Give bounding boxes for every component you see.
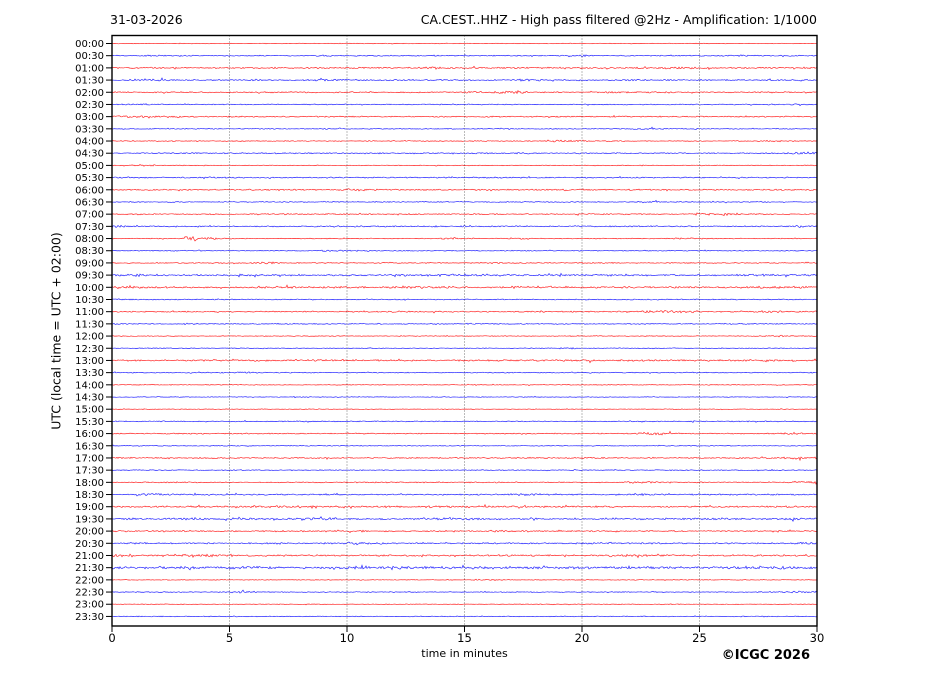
y-tick-label: 08:00 [75, 234, 104, 245]
x-tick-label: 5 [226, 631, 233, 645]
y-tick-label: 13:30 [75, 368, 104, 379]
seismogram-trace-0900 [111, 261, 818, 265]
seismogram-trace-0300 [111, 114, 818, 119]
y-tick-label: 17:30 [75, 466, 104, 477]
y-tick-label: 07:00 [75, 210, 104, 221]
seismogram-trace-0030 [111, 54, 818, 58]
x-axis-label: time in minutes [421, 647, 508, 660]
seismogram-trace-1530 [111, 419, 818, 423]
x-tick-label: 10 [340, 631, 355, 645]
y-tick-label: 10:00 [75, 283, 104, 294]
seismogram-trace-2230 [111, 589, 818, 594]
y-tick-label: 23:30 [75, 612, 104, 623]
y-tick-label: 18:30 [75, 490, 104, 501]
y-tick-label: 16:30 [75, 441, 104, 452]
y-tick-label: 18:00 [75, 478, 104, 489]
seismogram-trace-1600 [111, 430, 818, 436]
y-tick-label: 17:00 [75, 453, 104, 464]
y-tick-label: 19:00 [75, 502, 104, 513]
y-tick-label: 21:00 [75, 551, 104, 562]
y-tick-label: 07:30 [75, 222, 104, 233]
seismogram-trace-2130 [111, 564, 818, 571]
y-tick-label: 09:30 [75, 271, 104, 282]
seismogram-trace-0100 [111, 65, 818, 71]
x-tick-label: 0 [108, 631, 115, 645]
seismogram-trace-0800 [111, 235, 818, 242]
y-tick-label: 21:30 [75, 563, 104, 574]
y-tick-label: 00:30 [75, 51, 104, 62]
y-tick-label: 10:30 [75, 295, 104, 306]
y-tick-label: 16:00 [75, 429, 104, 440]
seismogram-trace-1500 [111, 408, 818, 411]
y-tick-label: 15:30 [75, 417, 104, 428]
y-tick-label: 09:00 [75, 258, 104, 269]
y-tick-label: 03:00 [75, 112, 104, 123]
x-tick-label: 20 [575, 631, 590, 645]
seismogram-trace-0700 [111, 212, 818, 217]
y-tick-label: 23:00 [75, 600, 104, 611]
seismogram-trace-2330 [111, 615, 818, 618]
grid-layer [229, 35, 700, 626]
seismogram-trace-1030 [111, 298, 818, 301]
copyright-label: ©ICGC 2026 [721, 648, 810, 663]
seismogram-trace-0730 [111, 224, 818, 229]
seismogram-trace-2200 [111, 578, 818, 581]
y-tick-label: 03:30 [75, 124, 104, 135]
seismogram-trace-1800 [111, 480, 818, 485]
y-tick-label: 06:00 [75, 185, 104, 196]
y-tick-label: 11:00 [75, 307, 104, 318]
seismogram-trace-1400 [111, 383, 818, 386]
seismogram-trace-0000 [111, 42, 818, 45]
y-tick-label: 15:00 [75, 405, 104, 416]
seismogram-trace-0830 [111, 249, 818, 252]
y-tick-label: 14:30 [75, 393, 104, 404]
seismogram-trace-2300 [111, 603, 818, 606]
y-tick-label: 20:00 [75, 527, 104, 538]
x-tick-label: 30 [810, 631, 825, 645]
y-tick-label: 13:00 [75, 356, 104, 367]
seismogram-trace-1330 [111, 371, 818, 374]
x-tick-label: 15 [457, 631, 472, 645]
seismogram-trace-0630 [111, 199, 818, 204]
y-tick-label: 05:00 [75, 161, 104, 172]
y-tick-label: 01:00 [75, 63, 104, 74]
date-label: 31-03-2026 [110, 12, 183, 27]
y-tick-label: 11:30 [75, 319, 104, 330]
seismogram-trace-0600 [111, 188, 818, 192]
seismogram-trace-1430 [111, 395, 818, 399]
y-tick-label: 01:30 [75, 76, 104, 87]
y-tick-label: 00:00 [75, 39, 104, 50]
y-tick-label: 12:30 [75, 344, 104, 355]
y-tick-label: 04:00 [75, 137, 104, 148]
y-tick-label: 22:30 [75, 588, 104, 599]
seismogram-trace-1630 [111, 444, 818, 447]
x-tick-labels: 0 5 10 15 20 25 30 [108, 631, 824, 645]
y-tick-label: 04:30 [75, 149, 104, 160]
y-tick-label: 19:30 [75, 514, 104, 525]
y-tick-label: 22:00 [75, 575, 104, 586]
y-tick-label: 06:30 [75, 197, 104, 208]
y-tick-label: 05:30 [75, 173, 104, 184]
y-tick-label: 02:00 [75, 88, 104, 99]
plot-title: CA.CEST..HHZ - High pass filtered @2Hz -… [420, 12, 817, 27]
y-tick-label: 14:00 [75, 380, 104, 391]
x-tick-label: 25 [692, 631, 707, 645]
seismogram-trace-1730 [111, 468, 818, 472]
seismogram-trace-0130 [111, 77, 818, 82]
y-tick-label: 20:30 [75, 539, 104, 550]
y-tick-label: 12:00 [75, 332, 104, 343]
seismogram-trace-0200 [111, 89, 818, 95]
y-axis-label: UTC (local time = UTC + 02:00) [48, 232, 64, 430]
axes-layer [106, 34, 818, 632]
seismogram-trace-1700 [111, 456, 818, 462]
y-tick-label: 02:30 [75, 100, 104, 111]
y-tick-label: 08:30 [75, 246, 104, 257]
